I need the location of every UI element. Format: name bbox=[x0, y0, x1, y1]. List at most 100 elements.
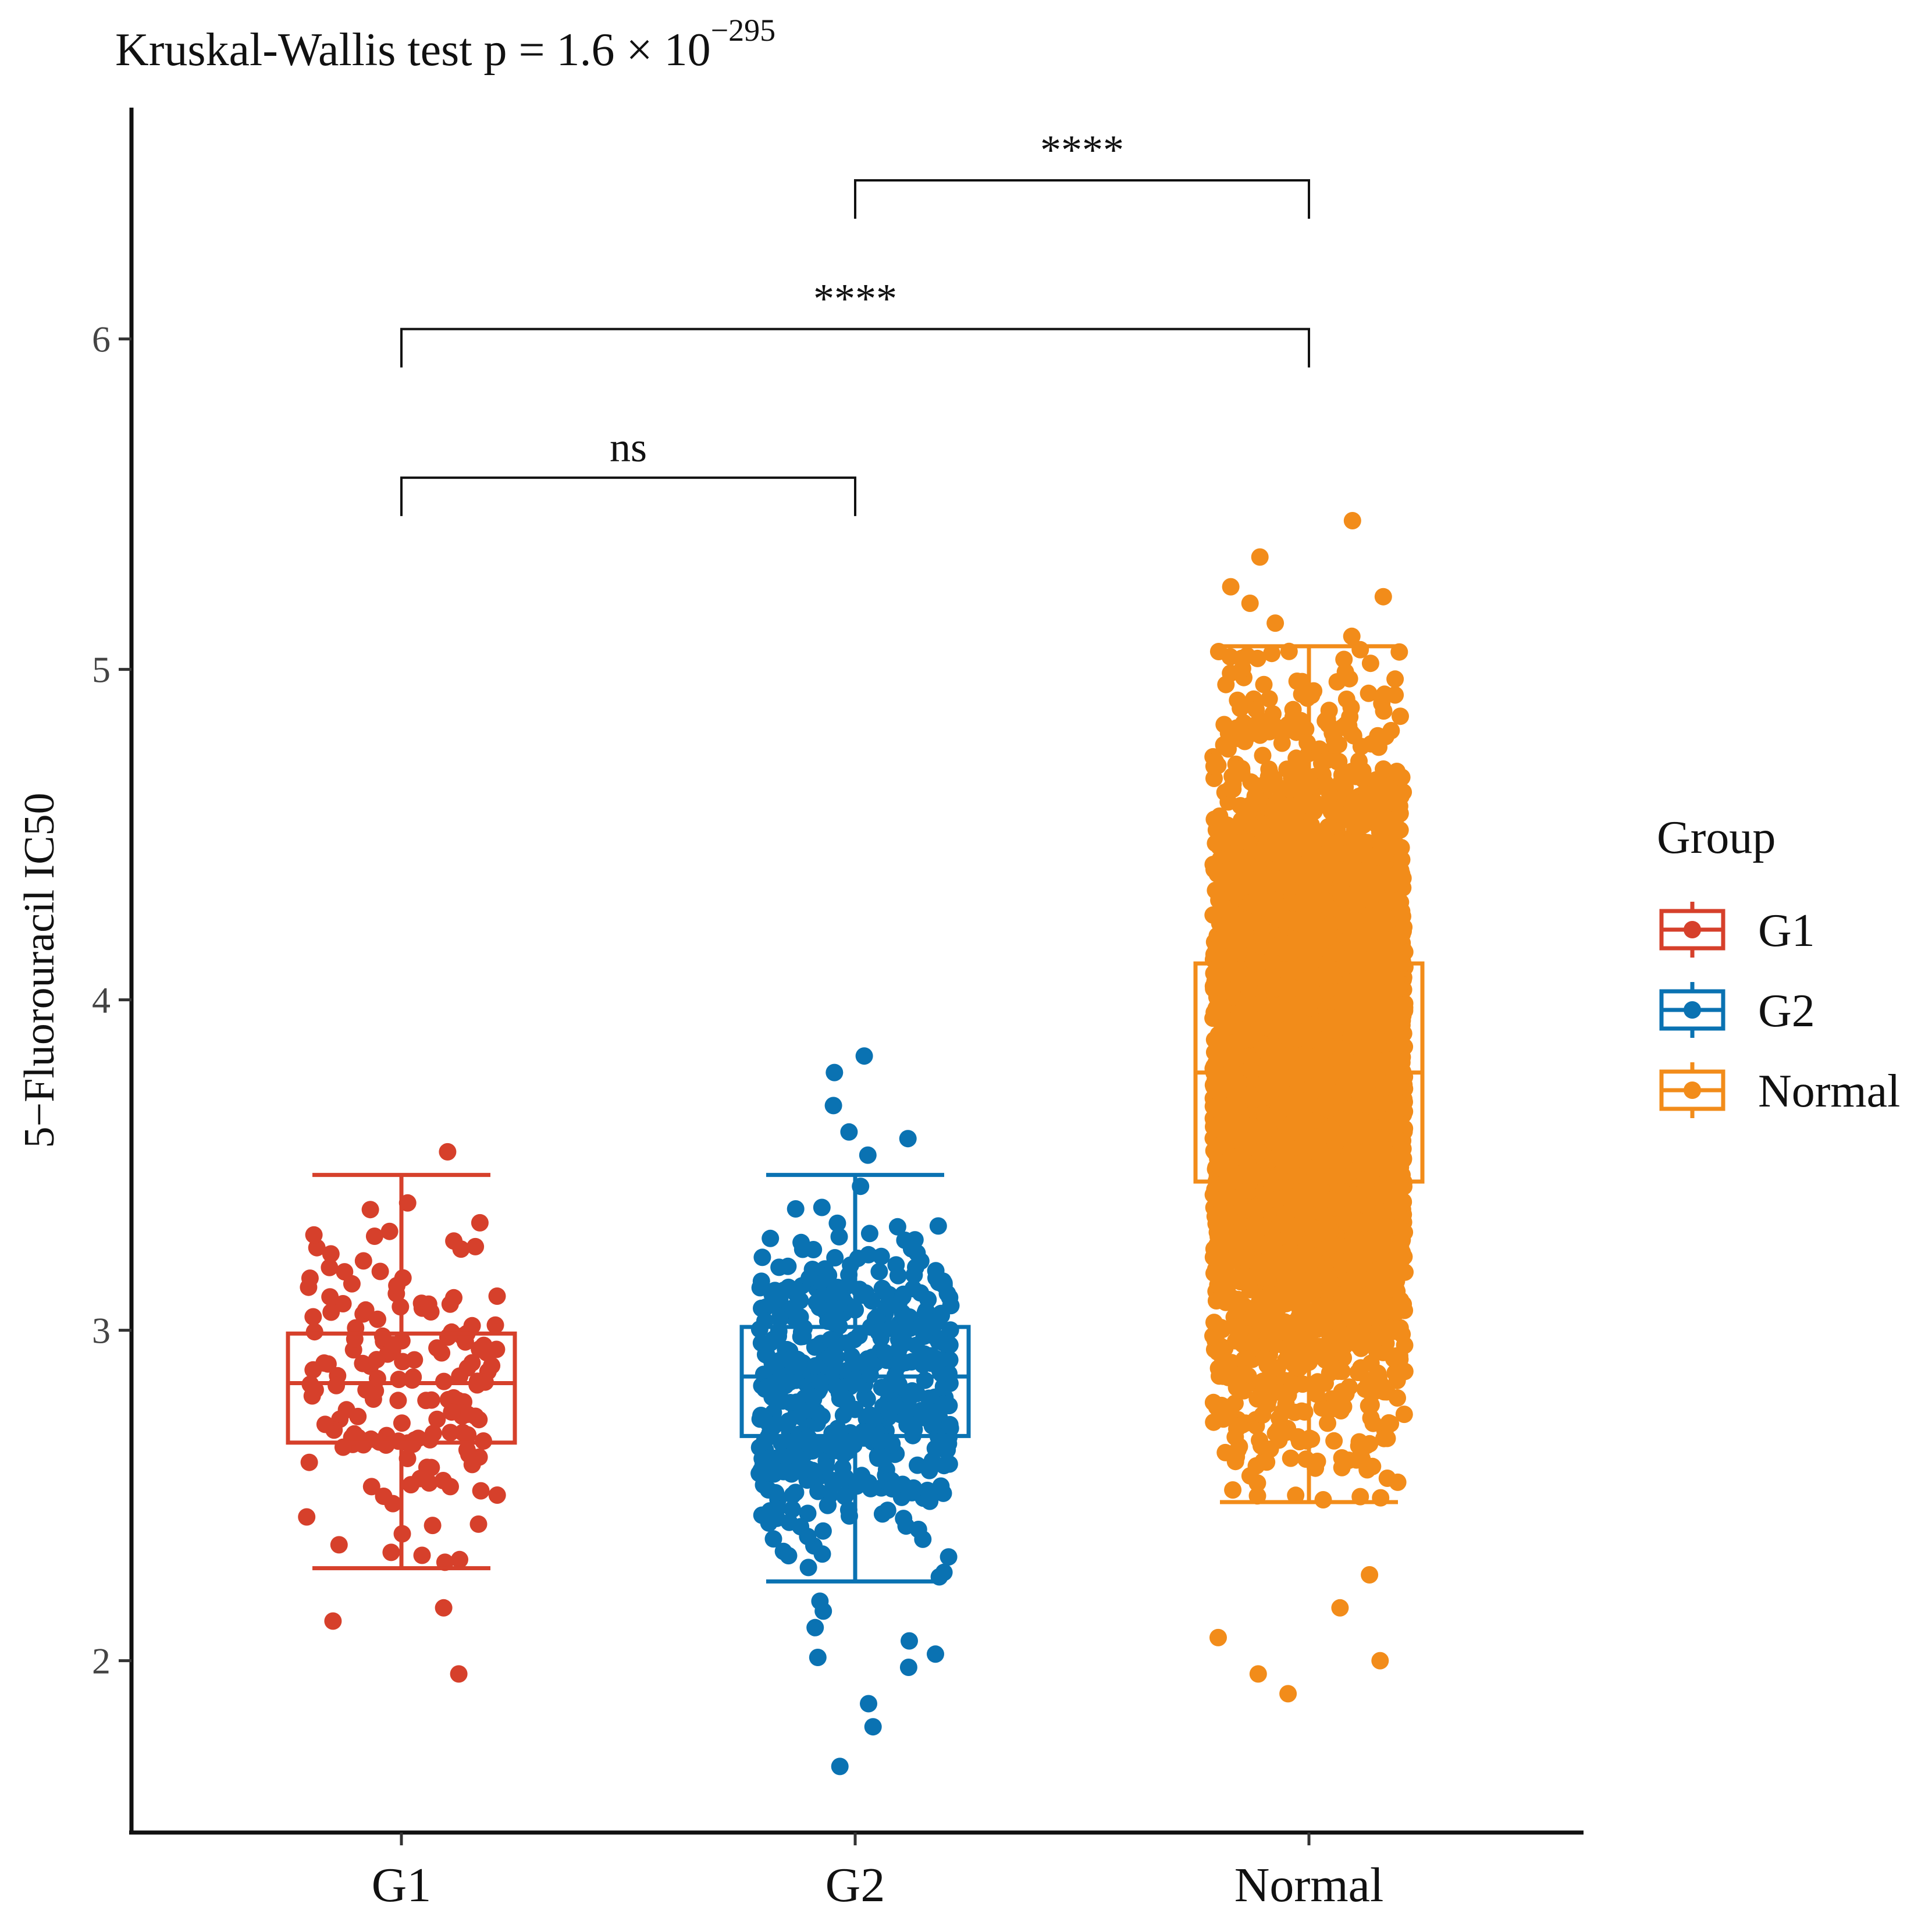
data-point bbox=[1293, 1402, 1311, 1420]
outlier-point bbox=[806, 1618, 824, 1636]
outlier-point bbox=[927, 1645, 944, 1663]
data-point bbox=[1374, 997, 1392, 1015]
data-point bbox=[1330, 735, 1347, 753]
data-point bbox=[1361, 1435, 1379, 1453]
data-point bbox=[1291, 818, 1309, 836]
outlier-point bbox=[901, 1632, 918, 1650]
data-point bbox=[842, 1347, 860, 1365]
outlier-point bbox=[864, 1718, 882, 1736]
data-point bbox=[1369, 1219, 1387, 1237]
data-point bbox=[813, 1545, 831, 1563]
data-point bbox=[1337, 691, 1355, 708]
data-point bbox=[756, 1380, 774, 1398]
data-point bbox=[1224, 780, 1242, 798]
data-point bbox=[1269, 1359, 1286, 1377]
data-point bbox=[1312, 1302, 1330, 1320]
data-point bbox=[1241, 1280, 1259, 1298]
data-point bbox=[1296, 778, 1314, 796]
data-point bbox=[459, 1426, 477, 1444]
data-point bbox=[1207, 1118, 1225, 1136]
data-point bbox=[753, 1248, 771, 1266]
data-point bbox=[941, 1415, 959, 1433]
data-point bbox=[1368, 1329, 1386, 1346]
data-point bbox=[1382, 1415, 1400, 1433]
data-point bbox=[915, 1327, 933, 1345]
data-point bbox=[1325, 1432, 1343, 1450]
data-point bbox=[1211, 1337, 1229, 1355]
data-point bbox=[1310, 927, 1328, 945]
data-point bbox=[755, 1365, 773, 1383]
data-point bbox=[1258, 1396, 1276, 1414]
data-point bbox=[791, 1456, 809, 1474]
data-point bbox=[822, 1331, 840, 1349]
data-point bbox=[1395, 1406, 1413, 1424]
data-point bbox=[826, 1249, 844, 1266]
data-point bbox=[1372, 1095, 1389, 1113]
data-point bbox=[894, 1285, 912, 1303]
data-point bbox=[452, 1240, 470, 1258]
data-point bbox=[870, 1262, 888, 1280]
outlier-point bbox=[324, 1612, 342, 1630]
data-point bbox=[316, 1415, 334, 1433]
outlier-point bbox=[439, 1143, 457, 1161]
data-point bbox=[1266, 775, 1285, 794]
data-point bbox=[300, 1453, 318, 1471]
data-point bbox=[1361, 1029, 1379, 1047]
data-point bbox=[368, 1351, 386, 1369]
data-point bbox=[1355, 1254, 1373, 1272]
data-point bbox=[445, 1289, 462, 1307]
data-point bbox=[451, 1550, 468, 1568]
data-point bbox=[1245, 1232, 1263, 1250]
outlier-point bbox=[899, 1659, 917, 1676]
data-point bbox=[805, 1241, 823, 1258]
outlier-point bbox=[826, 1063, 844, 1081]
data-point bbox=[1349, 1186, 1367, 1204]
data-point bbox=[365, 1228, 383, 1245]
data-point bbox=[1316, 774, 1334, 792]
data-point bbox=[1310, 1315, 1328, 1333]
data-point bbox=[1314, 1491, 1332, 1508]
data-point bbox=[349, 1407, 367, 1425]
data-point bbox=[896, 1309, 915, 1327]
data-point bbox=[1241, 1467, 1259, 1485]
data-point bbox=[858, 1390, 876, 1408]
data-point bbox=[1323, 967, 1342, 985]
data-point bbox=[752, 1407, 770, 1424]
data-point bbox=[375, 1488, 393, 1505]
data-point bbox=[1385, 1202, 1403, 1220]
data-point bbox=[362, 1478, 380, 1496]
outlier-point bbox=[855, 1047, 873, 1065]
data-point bbox=[836, 1488, 854, 1506]
data-point bbox=[488, 1486, 506, 1504]
data-point bbox=[1341, 1310, 1359, 1328]
data-point bbox=[1287, 1486, 1305, 1504]
data-point bbox=[876, 1344, 894, 1361]
data-point bbox=[1247, 716, 1265, 734]
data-point bbox=[471, 1214, 489, 1232]
data-point bbox=[761, 1502, 779, 1520]
data-point bbox=[1278, 873, 1296, 891]
points-normal bbox=[1204, 512, 1414, 1703]
outlier-point bbox=[840, 1123, 858, 1141]
data-point bbox=[369, 1310, 386, 1328]
data-point bbox=[1387, 1347, 1405, 1365]
data-point bbox=[488, 1287, 506, 1305]
data-point bbox=[1383, 819, 1401, 837]
data-point bbox=[860, 1225, 878, 1243]
data-point bbox=[1392, 707, 1409, 725]
data-point bbox=[1229, 691, 1247, 709]
data-point bbox=[1352, 738, 1370, 756]
outlier-point bbox=[860, 1695, 877, 1713]
data-point bbox=[1393, 902, 1411, 920]
data-point bbox=[896, 1334, 914, 1352]
points-g2 bbox=[750, 1047, 960, 1776]
data-point bbox=[1339, 867, 1357, 885]
data-point bbox=[1246, 787, 1264, 805]
data-point bbox=[1365, 1278, 1383, 1296]
data-point bbox=[1386, 670, 1404, 688]
data-point bbox=[799, 1504, 817, 1522]
data-point bbox=[1226, 1394, 1244, 1413]
data-point bbox=[1281, 780, 1299, 798]
data-point bbox=[805, 1390, 823, 1408]
data-point bbox=[1358, 923, 1376, 941]
